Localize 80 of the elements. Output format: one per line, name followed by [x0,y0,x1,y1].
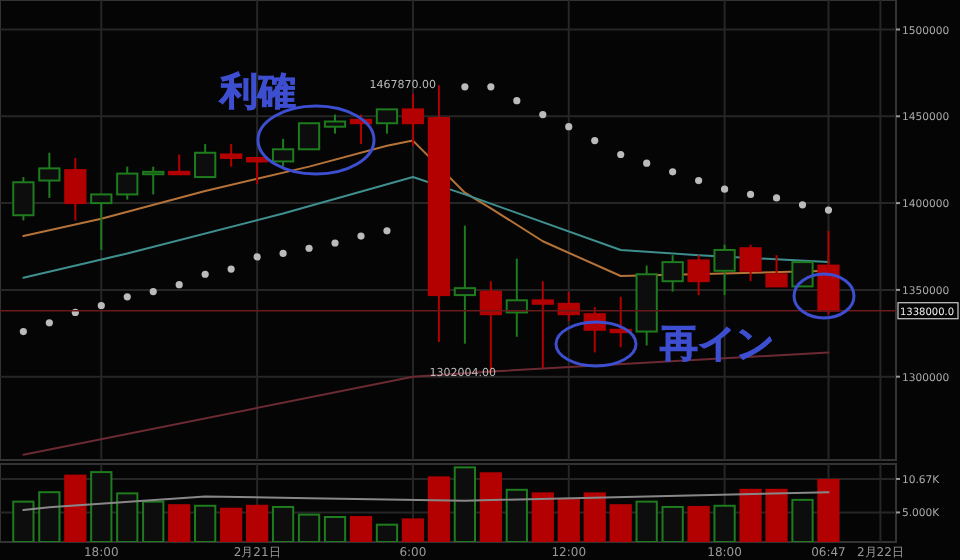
point [591,137,599,145]
point [149,288,157,296]
point [513,97,521,105]
bar [168,504,191,542]
point [123,293,131,301]
candlestick [116,165,139,201]
point [19,327,27,336]
point [227,265,235,273]
bar [687,505,710,542]
point [798,201,807,209]
point [279,249,287,258]
point [383,227,391,235]
annotation: 再イン [658,322,774,366]
bar [271,505,295,542]
bar [64,474,87,542]
candlestick [453,224,477,345]
point [201,270,209,278]
point [487,83,495,91]
bar [713,504,736,542]
candlestick [401,92,425,147]
point [97,301,105,310]
annotation: 利確 [218,70,296,114]
candlestick [765,254,788,288]
point [253,253,261,261]
point [305,244,313,252]
bar [479,472,502,542]
point [565,123,573,131]
bar [635,500,658,542]
bar [427,476,451,542]
candlestick [661,254,684,293]
bar [323,516,347,542]
point [461,83,469,91]
candlestick [90,193,113,251]
bar [505,488,528,542]
candlestick [817,229,840,316]
point [357,232,365,240]
point [45,319,53,327]
candlestick [220,143,243,168]
point [824,206,833,214]
line-series [22,491,830,512]
candlestick [64,156,87,222]
candlestick [687,254,710,297]
bar [194,504,217,542]
bar [531,492,554,542]
bar [297,513,321,542]
bar [375,523,399,542]
candlestick [375,108,399,135]
bar [609,504,632,542]
bar [583,492,606,542]
bar [90,471,113,542]
bar [661,505,684,542]
candlestick [323,113,347,135]
point [175,281,183,289]
candlestick [271,137,295,168]
bar [116,492,139,542]
point [695,176,703,185]
point [720,185,729,193]
point [772,194,781,202]
bar [401,518,425,542]
point [539,110,547,119]
bar [453,466,477,542]
bar [245,504,269,542]
candlestick [194,143,217,179]
point [669,168,677,176]
point [331,239,339,247]
candlestick [142,165,165,196]
candlestick [713,243,736,297]
candlestick [168,153,191,176]
bar [791,498,814,542]
candlestick [297,122,321,151]
bar [142,500,165,542]
candlestick [531,280,554,369]
bar [817,478,840,542]
point [617,150,625,159]
candlestick [739,243,762,283]
point [746,190,755,199]
bar [349,516,373,542]
point [643,159,651,167]
bar [557,498,580,542]
bar [220,507,243,542]
